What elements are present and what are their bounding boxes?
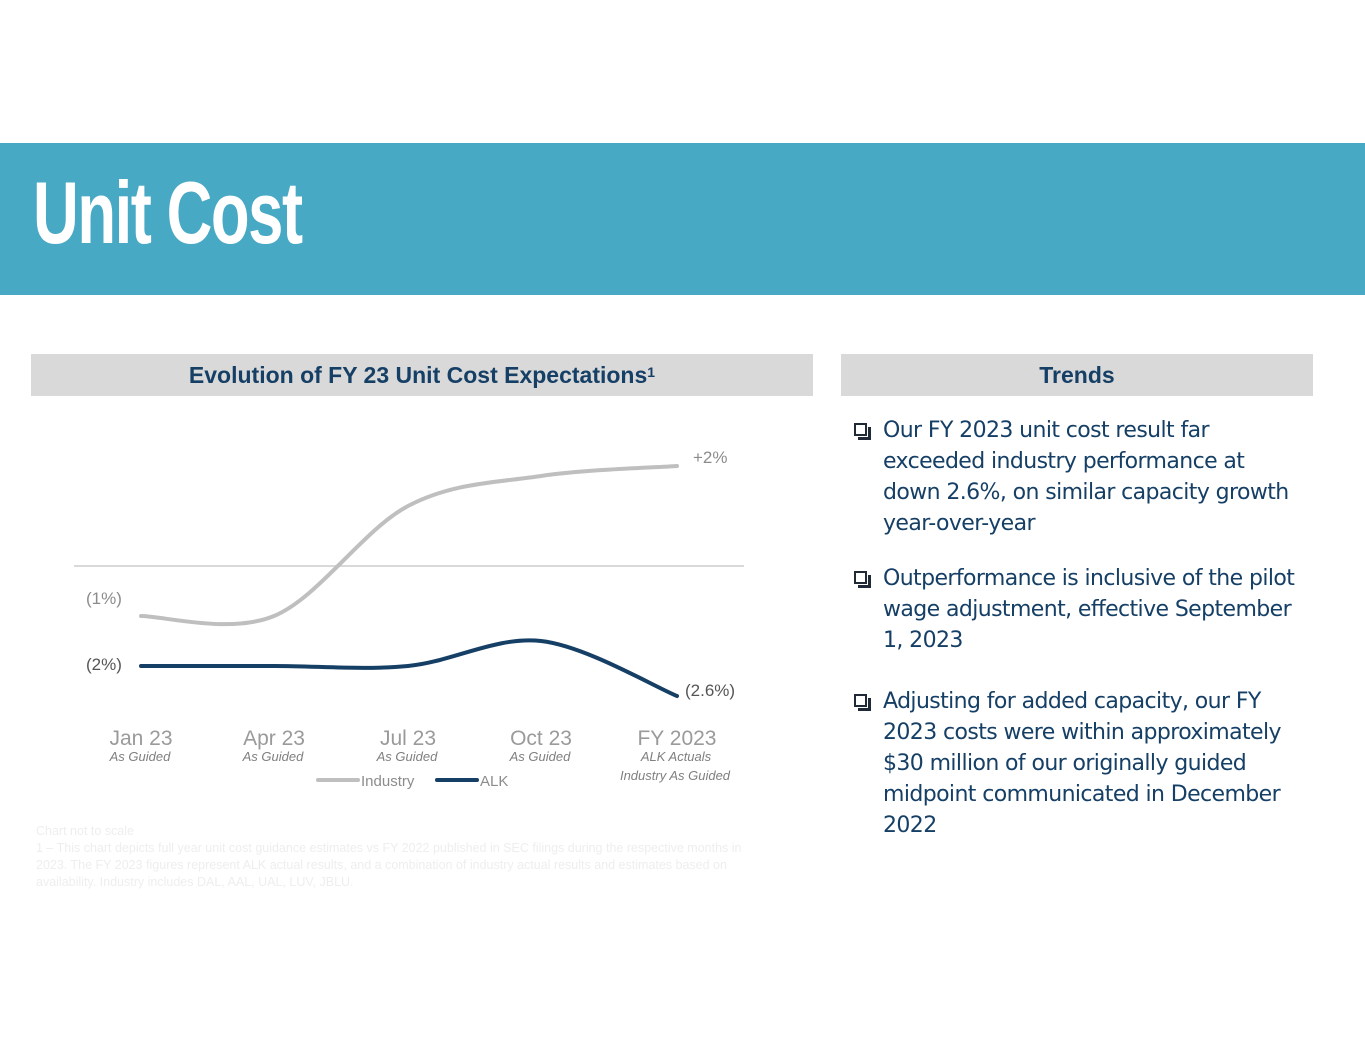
chart-panel-header: Evolution of FY 23 Unit Cost Expectation… — [31, 354, 813, 396]
x-tick-label: FY 2023 — [637, 727, 716, 750]
trend-item: Adjusting for added capacity, our FY 202… — [852, 686, 1307, 841]
trends-panel-title: Trends — [1039, 361, 1115, 388]
scale-note: Chart not to scale — [36, 824, 134, 838]
footnote-1: 1 – This chart depicts full year unit co… — [36, 841, 742, 889]
trend-item: Our FY 2023 unit cost result far exceede… — [852, 415, 1307, 539]
alk-end-label: (2.6%) — [685, 681, 735, 700]
chart-footnotes: Chart not to scale 1 – This chart depict… — [36, 823, 776, 891]
trend-item: Outperformance is inclusive of the pilot… — [852, 563, 1307, 656]
industry-end-label: +2% — [693, 448, 728, 467]
legend-industry-label: Industry — [361, 773, 415, 790]
x-tick-sublabel: As Guided — [376, 749, 438, 764]
x-tick-label: Jul 23 — [380, 727, 436, 750]
chart-panel-title: Evolution of FY 23 Unit Cost Expectation… — [188, 361, 648, 388]
x-tick-sublabel: ALK Actuals — [640, 749, 712, 764]
industry-series-line — [139, 464, 679, 627]
chart-title-footnote-marker: 1 — [647, 364, 656, 380]
alk-start-label: (2%) — [86, 655, 122, 674]
x-tick-sublabel: As Guided — [242, 749, 304, 764]
page-title: Unit Cost — [33, 163, 303, 262]
trends-panel-header: Trends — [841, 354, 1313, 396]
x-tick-label: Apr 23 — [243, 727, 305, 750]
legend-alk-label: ALK — [480, 773, 508, 790]
checkbox-bullet-icon — [854, 694, 871, 711]
trend-text: Adjusting for added capacity, our FY 202… — [883, 689, 1282, 838]
industry-start-label: (1%) — [86, 589, 122, 608]
x-tick-label: Oct 23 — [510, 727, 572, 750]
trend-text: Outperformance is inclusive of the pilot… — [883, 566, 1295, 653]
chart-legend: Industry ALK — [316, 773, 508, 790]
x-tick-sublabel-secondary: Industry As Guided — [620, 768, 731, 783]
checkbox-bullet-icon — [854, 423, 871, 440]
checkbox-bullet-icon — [854, 571, 871, 588]
trend-text: Our FY 2023 unit cost result far exceede… — [883, 418, 1289, 536]
trends-list: Our FY 2023 unit cost result far exceede… — [852, 415, 1307, 841]
x-tick-sublabel: As Guided — [509, 749, 571, 764]
alk-series-line — [139, 638, 679, 698]
title-banner — [0, 143, 1365, 295]
x-tick-sublabel: As Guided — [109, 749, 171, 764]
x-tick-label: Jan 23 — [109, 727, 172, 750]
